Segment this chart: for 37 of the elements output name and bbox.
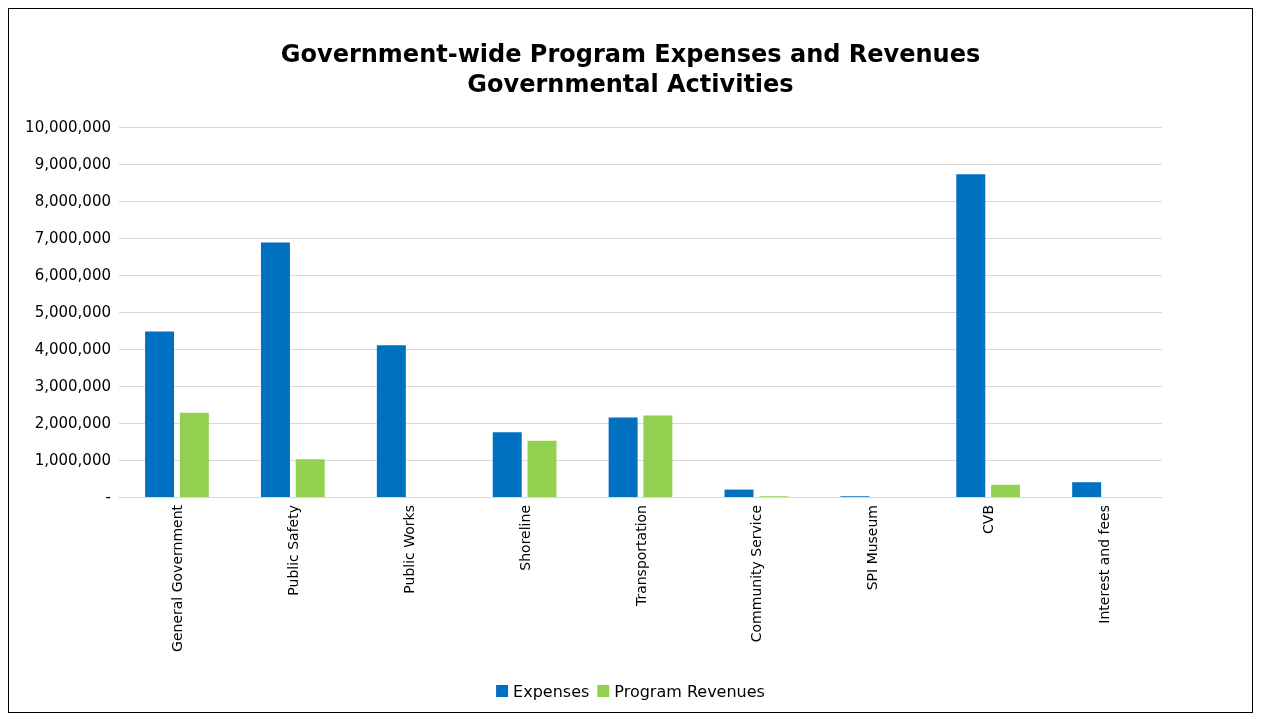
y-tick-label: 5,000,000 [34,303,111,321]
bar [991,484,1021,497]
y-tick-label: 10,000,000 [25,118,111,136]
x-tick-label: Public Works [400,505,417,594]
bar [724,489,754,497]
bar [956,174,986,497]
y-tick-label: 8,000,000 [34,192,111,210]
y-tick-label: - [105,488,111,506]
y-tick-label: 9,000,000 [34,155,111,173]
y-tick-label: 4,000,000 [34,340,111,358]
bar [260,242,290,497]
y-tick-label: 6,000,000 [34,266,111,284]
y-tick-label: 2,000,000 [34,414,111,432]
x-tick-label: Public Safety [284,505,301,596]
bar [376,345,406,497]
x-tick-label: General Government [168,504,185,652]
y-tick-label: 3,000,000 [34,377,111,395]
bar [608,417,638,497]
x-tick-label: SPI Museum [864,505,881,591]
bar [492,432,522,497]
x-tick-label: CVB [980,505,997,534]
bar [1072,482,1102,497]
bar [145,331,175,497]
bar [179,412,209,497]
y-tick-label: 7,000,000 [34,229,111,247]
legend-label: Program Revenues [614,681,765,701]
x-tick-label: Community Service [748,505,765,643]
y-tick-label: 1,000,000 [34,451,111,469]
chart-title: Government-wide Program Expenses and Revenues [280,40,981,68]
chart-subtitle: Governmental Activities [467,70,794,98]
x-tick-label: Interest and fees [1096,505,1113,624]
bar [643,415,673,497]
x-tick-label: Transportation [632,505,649,608]
bar [295,459,325,497]
bar [527,440,557,497]
x-tick-label: Shoreline [516,505,533,571]
legend-label: Expenses [513,681,590,701]
